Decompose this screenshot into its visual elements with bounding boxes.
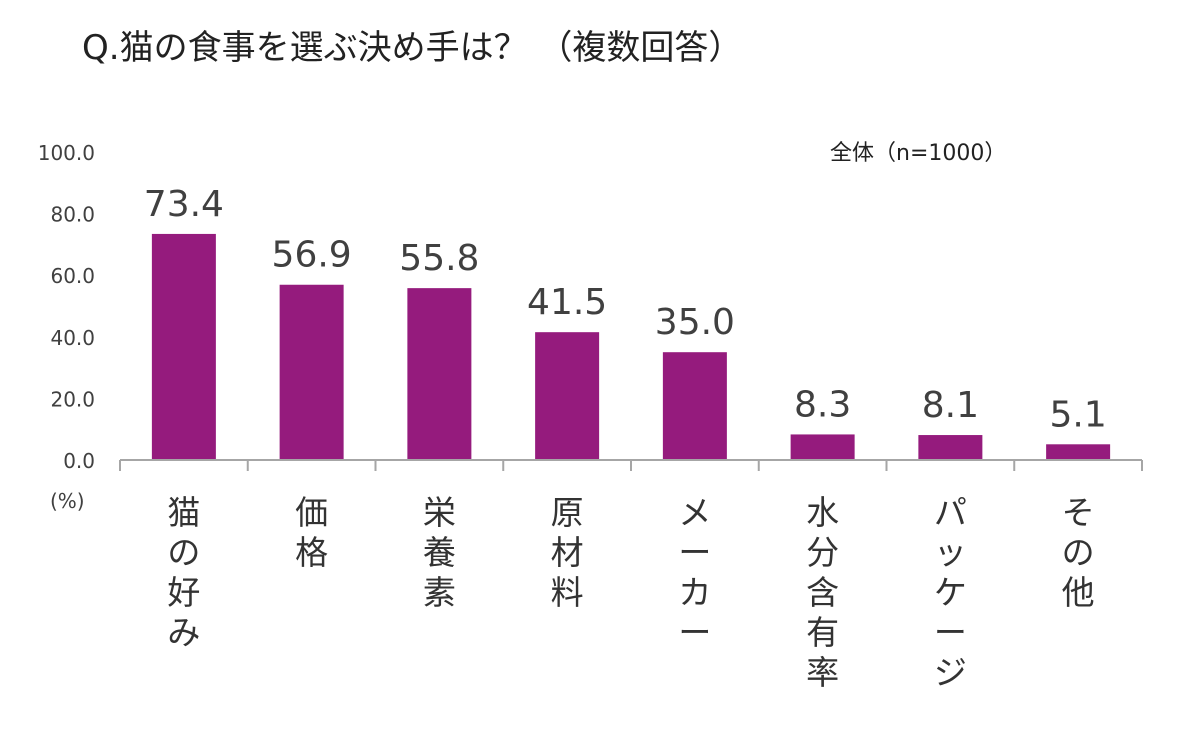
bar: [918, 435, 983, 460]
bar: [662, 352, 727, 460]
data-label: 5.1: [1049, 394, 1106, 435]
bar: [535, 332, 600, 460]
y-axis-unit-label: (%): [50, 489, 85, 513]
data-labels: 73.4 56.9 55.8 41.5 35.0 8.3 8.1 5.1: [144, 184, 1107, 435]
sample-size-note: 全体（n=1000）: [830, 141, 1006, 166]
data-label: 35.0: [655, 302, 735, 343]
x-axis: [119, 459, 1143, 471]
y-tick-label: 100.0: [38, 141, 95, 165]
data-label: 8.3: [794, 384, 851, 425]
x-category-label: 栄養素: [423, 493, 456, 612]
bar: [279, 284, 344, 460]
y-tick-label: 0.0: [63, 449, 95, 473]
y-tick-label: 20.0: [50, 387, 95, 411]
x-axis-category-labels: 猫の好み 価格 栄養素 原材料 メーカー 水分含有率 パッケージ その他: [167, 493, 1094, 692]
y-axis-ticks: 100.0 80.0 60.0 40.0 20.0 0.0: [38, 141, 95, 473]
x-category-label: その他: [1062, 493, 1095, 612]
x-category-label: 水分含有率: [806, 493, 839, 692]
y-tick-label: 80.0: [50, 203, 95, 227]
x-category-label: 猫の好み: [167, 493, 200, 652]
bar: [407, 288, 472, 460]
data-label: 56.9: [272, 235, 352, 276]
x-category-label: 原材料: [551, 493, 584, 612]
data-label: 73.4: [144, 184, 224, 225]
data-label: 55.8: [399, 238, 479, 279]
x-category-label: 価格: [295, 493, 328, 572]
bar: [1046, 444, 1111, 460]
y-tick-label: 40.0: [50, 326, 95, 350]
x-category-label: メーカー: [678, 493, 711, 652]
data-label: 8.1: [922, 385, 979, 426]
chart-title: Q.猫の食事を選ぶ決め手は？ （複数回答）: [82, 28, 743, 68]
bar: [151, 233, 216, 460]
bar: [790, 434, 855, 460]
x-category-label: パッケージ: [934, 493, 967, 692]
bars: [151, 233, 1111, 460]
data-label: 41.5: [527, 282, 607, 323]
y-tick-label: 60.0: [50, 264, 95, 288]
